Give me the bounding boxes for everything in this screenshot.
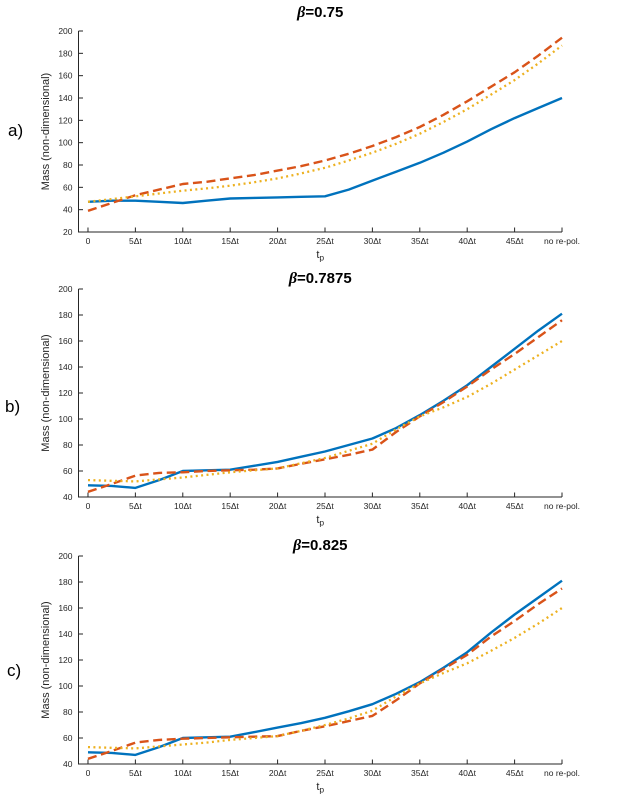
chart-title: β=0.75 bbox=[296, 4, 343, 21]
x-tick-label: 35Δt bbox=[411, 768, 429, 778]
y-tick-label: 100 bbox=[58, 681, 72, 691]
y-tick-label: 100 bbox=[58, 414, 72, 424]
x-tick-label: 0 bbox=[86, 501, 91, 511]
axes-spines bbox=[78, 289, 562, 498]
x-tick-label: 45Δt bbox=[506, 768, 524, 778]
y-axis-label: Mass (non-dimensional) bbox=[40, 601, 52, 718]
y-tick-label: 120 bbox=[58, 655, 72, 665]
y-tick-label: 180 bbox=[58, 48, 72, 58]
x-axis-label: tp bbox=[316, 514, 324, 528]
x-tick-label: 35Δt bbox=[411, 236, 429, 246]
y-tick-label: 60 bbox=[63, 733, 73, 743]
y-tick-label: 160 bbox=[58, 71, 72, 81]
y-tick-label: 180 bbox=[58, 577, 72, 587]
x-tick-label: no re-pol. bbox=[544, 501, 580, 511]
y-tick-label: 120 bbox=[58, 388, 72, 398]
chart-svg: 40 60 80 100 120 140 160 180 200 0 5Δt 10Δt 15Δt 20Δt… bbox=[40, 537, 580, 795]
series-line-dashed-red bbox=[87, 36, 563, 212]
x-tick-label: 40Δt bbox=[458, 501, 476, 511]
x-tick-label: no re-pol. bbox=[544, 768, 580, 778]
chart-panel-beta-0.7875: 40 60 80 100 120 140 160 180 200 0 5Δt 10Δt 15Δt 20Δt… bbox=[0, 267, 623, 534]
y-tick-label: 80 bbox=[63, 440, 73, 450]
x-tick-label: 10Δt bbox=[174, 236, 192, 246]
chart-title: β=0.825 bbox=[292, 537, 348, 554]
x-tick-label: 20Δt bbox=[269, 768, 287, 778]
x-tick-label: 25Δt bbox=[316, 768, 334, 778]
y-tick-label: 40 bbox=[63, 759, 73, 769]
x-tick-label: 25Δt bbox=[316, 236, 334, 246]
x-tick-label: 10Δt bbox=[174, 501, 192, 511]
chart-svg: 40 60 80 100 120 140 160 180 200 0 5Δt 10Δt 15Δt 20Δt… bbox=[40, 270, 580, 528]
y-tick-label: 180 bbox=[58, 310, 72, 320]
x-tick-label: 45Δt bbox=[506, 501, 524, 511]
chart-panel-beta-0.75: 20 40 60 80 100 120 140 160 180 200 0 5Δt 10Δt 15Δt 20… bbox=[0, 0, 623, 267]
y-tick-label: 140 bbox=[58, 629, 72, 639]
y-tick-label: 40 bbox=[63, 205, 73, 215]
y-tick-label: 100 bbox=[58, 138, 72, 148]
series-line-dashed-red bbox=[87, 587, 563, 760]
x-tick-label: 40Δt bbox=[458, 236, 476, 246]
panel-label-b: b) bbox=[5, 397, 21, 416]
x-tick-label: 30Δt bbox=[364, 236, 382, 246]
series-line-dotted-yellow bbox=[87, 607, 563, 750]
y-axis-label: Mass (non-dimensional) bbox=[40, 73, 52, 190]
x-tick-label: 25Δt bbox=[316, 501, 334, 511]
series-line-dashed-red bbox=[87, 319, 563, 493]
x-tick-label: 10Δt bbox=[174, 768, 192, 778]
x-tick-label: no re-pol. bbox=[544, 236, 580, 246]
y-axis-label: Mass (non-dimensional) bbox=[40, 334, 52, 451]
x-tick-label: 5Δt bbox=[129, 501, 142, 511]
x-axis-label: tp bbox=[316, 781, 324, 795]
y-tick-label: 160 bbox=[58, 603, 72, 613]
series-line-dotted-yellow bbox=[87, 44, 563, 203]
panel-label-a: a) bbox=[8, 121, 24, 140]
y-tick-label: 80 bbox=[63, 707, 73, 717]
chart-panel-beta-0.825: 40 60 80 100 120 140 160 180 200 0 5Δt 10Δt 15Δt 20Δt… bbox=[0, 534, 623, 801]
x-tick-label: 5Δt bbox=[129, 768, 142, 778]
x-tick-label: 15Δt bbox=[221, 236, 239, 246]
y-tick-label: 140 bbox=[58, 93, 72, 103]
x-tick-label: 35Δt bbox=[411, 501, 429, 511]
y-tick-label: 160 bbox=[58, 336, 72, 346]
x-tick-label: 30Δt bbox=[364, 501, 382, 511]
y-tick-label: 60 bbox=[63, 182, 73, 192]
y-tick-label: 60 bbox=[63, 466, 73, 476]
x-tick-label: 5Δt bbox=[129, 236, 142, 246]
x-tick-label: 0 bbox=[86, 768, 91, 778]
x-axis-label: tp bbox=[316, 249, 324, 263]
series-line-dotted-yellow bbox=[87, 340, 563, 483]
x-tick-label: 15Δt bbox=[221, 768, 239, 778]
chart-title: β=0.7875 bbox=[288, 270, 352, 287]
x-tick-label: 20Δt bbox=[269, 236, 287, 246]
x-tick-label: 0 bbox=[86, 236, 91, 246]
x-tick-label: 20Δt bbox=[269, 501, 287, 511]
y-tick-label: 120 bbox=[58, 115, 72, 125]
y-tick-label: 140 bbox=[58, 362, 72, 372]
x-tick-label: 15Δt bbox=[221, 501, 239, 511]
y-tick-label: 80 bbox=[63, 160, 73, 170]
y-tick-label: 200 bbox=[58, 551, 72, 561]
series-line-solid-blue bbox=[87, 312, 563, 490]
series-line-solid-blue bbox=[87, 96, 563, 205]
axes-spines bbox=[78, 556, 562, 765]
chart-svg: 20 40 60 80 100 120 140 160 180 200 0 5Δt 10Δt 15Δt 20… bbox=[40, 4, 580, 263]
x-tick-label: 45Δt bbox=[506, 236, 524, 246]
panel-label-c: c) bbox=[7, 661, 22, 680]
y-tick-label: 200 bbox=[58, 284, 72, 294]
y-tick-label: 200 bbox=[58, 26, 72, 36]
series-line-solid-blue bbox=[87, 579, 563, 757]
y-tick-label: 20 bbox=[63, 227, 73, 237]
x-tick-label: 40Δt bbox=[458, 768, 476, 778]
y-tick-label: 40 bbox=[63, 492, 73, 502]
x-tick-label: 30Δt bbox=[364, 768, 382, 778]
